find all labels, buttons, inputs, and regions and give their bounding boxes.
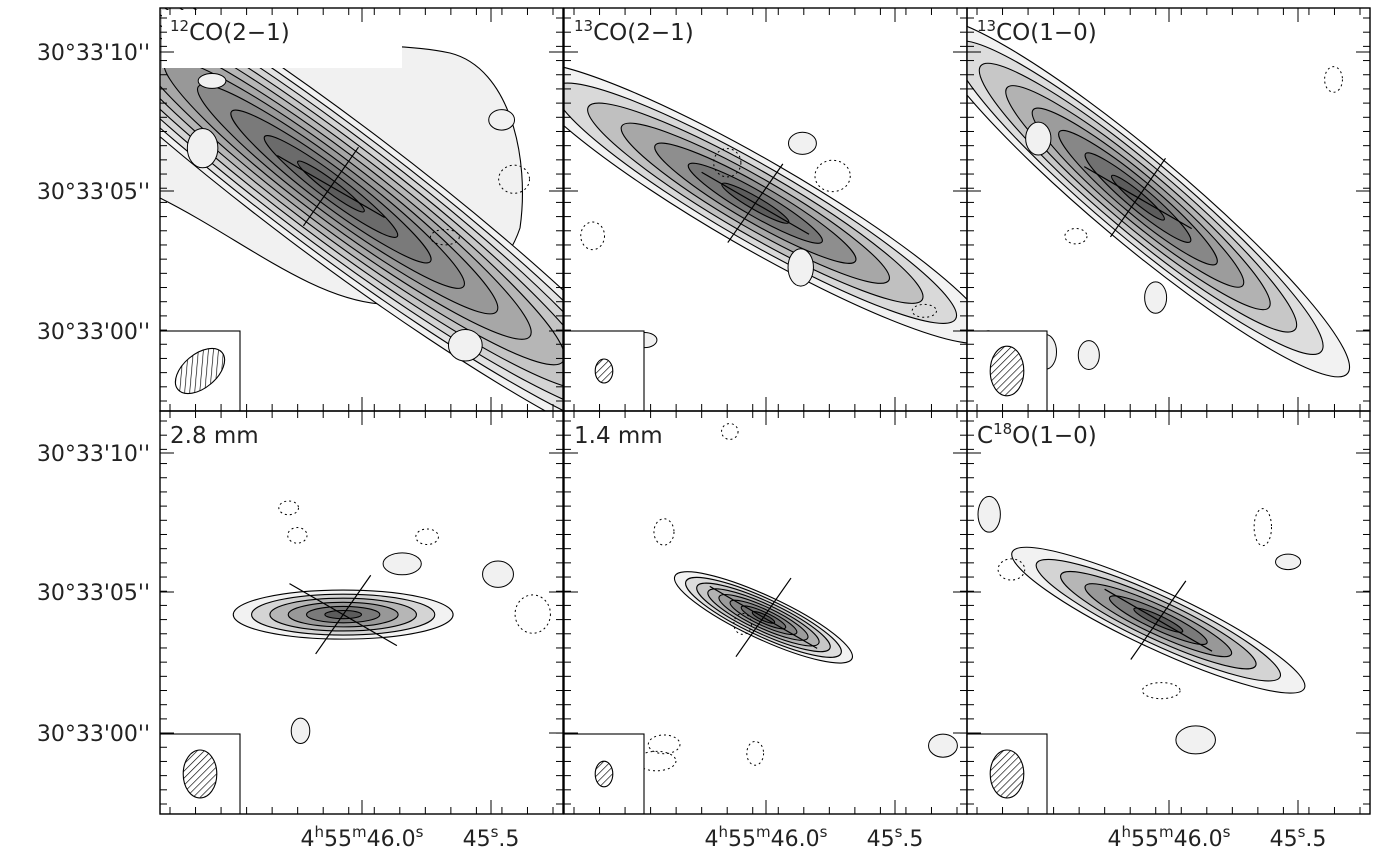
- noise-contour: [488, 109, 516, 131]
- minor-axis-line: [315, 574, 372, 655]
- tick-marks: [967, 8, 1370, 411]
- negative-noise-contour: [1324, 66, 1343, 93]
- noise-contour: [787, 131, 817, 155]
- panel-label: C18O(1−0): [977, 420, 1097, 449]
- beam-ellipse: [594, 358, 614, 384]
- negative-noise-contour: [429, 228, 460, 246]
- y-tick-label: 30°33'00'': [37, 320, 150, 345]
- beam-ellipse: [594, 760, 614, 788]
- minor-axis-line: [727, 163, 784, 243]
- negative-noise-contour: [1253, 508, 1273, 547]
- beam-ellipse: [989, 749, 1025, 799]
- panel-3: 13CO(1−0): [966, 7, 1371, 412]
- negative-noise-contour: [653, 518, 675, 546]
- panel-1: 12CO(2−1): [159, 7, 564, 412]
- negative-noise-contour: [713, 148, 742, 178]
- tick-marks: [967, 411, 1370, 814]
- negative-noise-contour: [415, 528, 439, 546]
- panel-4: 2.8 mm: [159, 410, 564, 815]
- minor-axis-line: [1109, 157, 1166, 238]
- noise-contour: [977, 495, 1001, 533]
- noise-contour: [787, 248, 814, 287]
- tick-marks: [564, 8, 967, 411]
- panel-5: 1.4 mm: [563, 410, 968, 815]
- noise-contour: [1077, 340, 1100, 370]
- negative-noise-contour: [1141, 682, 1181, 700]
- noise-contour: [1144, 281, 1168, 314]
- y-tick-label: 30°33'00'': [37, 722, 150, 747]
- noise-contour: [928, 733, 958, 758]
- x-tick-label: 45s.5: [1270, 823, 1327, 852]
- noise-contour: [482, 560, 514, 588]
- negative-noise-contour: [514, 594, 551, 634]
- negative-noise-contour: [1064, 228, 1088, 245]
- panel-label: 13CO(1−0): [977, 17, 1097, 46]
- minor-axis-line: [735, 577, 792, 658]
- negative-noise-contour: [746, 740, 765, 766]
- tick-marks: [160, 8, 563, 411]
- panel-grid: 12CO(2−1) 13CO(2−1) 13CO(1−0) 2.8 mm 1.4 mm C…: [159, 7, 1371, 815]
- panel-6: C18O(1−0): [966, 410, 1371, 815]
- tick-marks: [160, 411, 563, 814]
- negative-noise-contour: [814, 159, 851, 193]
- negative-noise-contour: [647, 734, 681, 755]
- noise-contour: [1275, 553, 1302, 571]
- y-tick-label: 30°33'05'': [37, 581, 150, 606]
- negative-noise-contour: [721, 423, 739, 440]
- panel-label: 12CO(2−1): [170, 17, 290, 46]
- beam-ellipse: [182, 749, 218, 799]
- y-tick-label: 30°33'10'': [37, 442, 150, 467]
- noise-contour: [447, 328, 483, 362]
- noise-contour: [1025, 121, 1052, 156]
- negative-noise-contour: [733, 612, 752, 635]
- minor-axis-line: [302, 146, 359, 227]
- noise-contour: [1175, 725, 1216, 755]
- negative-noise-contour: [498, 164, 531, 194]
- negative-noise-contour: [287, 527, 308, 544]
- negative-noise-contour: [278, 500, 299, 516]
- negative-noise-contour: [636, 750, 677, 772]
- x-tick-label: 4h55m46.0s: [1108, 823, 1231, 852]
- noise-contour: [290, 717, 311, 745]
- negative-noise-contour: [911, 303, 937, 318]
- negative-noise-contour: [997, 558, 1026, 581]
- tick-marks: [564, 411, 967, 814]
- panel-2: 13CO(2−1): [563, 7, 968, 412]
- y-tick-label: 30°33'05'': [37, 180, 150, 205]
- noise-contour: [186, 127, 219, 169]
- y-axis-labels: 30°33'10'' 30°33'05'' 30°33'00'' 30°33'10''…: [37, 41, 150, 747]
- panel-label: 2.8 mm: [170, 423, 259, 449]
- panel-label: 1.4 mm: [574, 423, 663, 449]
- x-tick-label: 4h55m46.0s: [705, 823, 828, 852]
- beam-ellipse: [174, 347, 226, 395]
- x-axis-labels: 4h55m46.0s 45s.5 4h55m46.0s 45s.5 4h55m46.0s…: [301, 823, 1327, 852]
- beam-ellipse: [989, 345, 1025, 397]
- panel-label: 13CO(2−1): [574, 17, 694, 46]
- minor-axis-line: [1130, 580, 1187, 660]
- y-tick-label: 30°33'10'': [37, 41, 150, 66]
- x-tick-label: 45s.5: [463, 823, 520, 852]
- x-tick-label: 45s.5: [867, 823, 924, 852]
- noise-contour: [382, 552, 422, 576]
- noise-contour: [197, 73, 227, 89]
- negative-noise-contour: [580, 221, 606, 251]
- x-tick-label: 4h55m46.0s: [301, 823, 424, 852]
